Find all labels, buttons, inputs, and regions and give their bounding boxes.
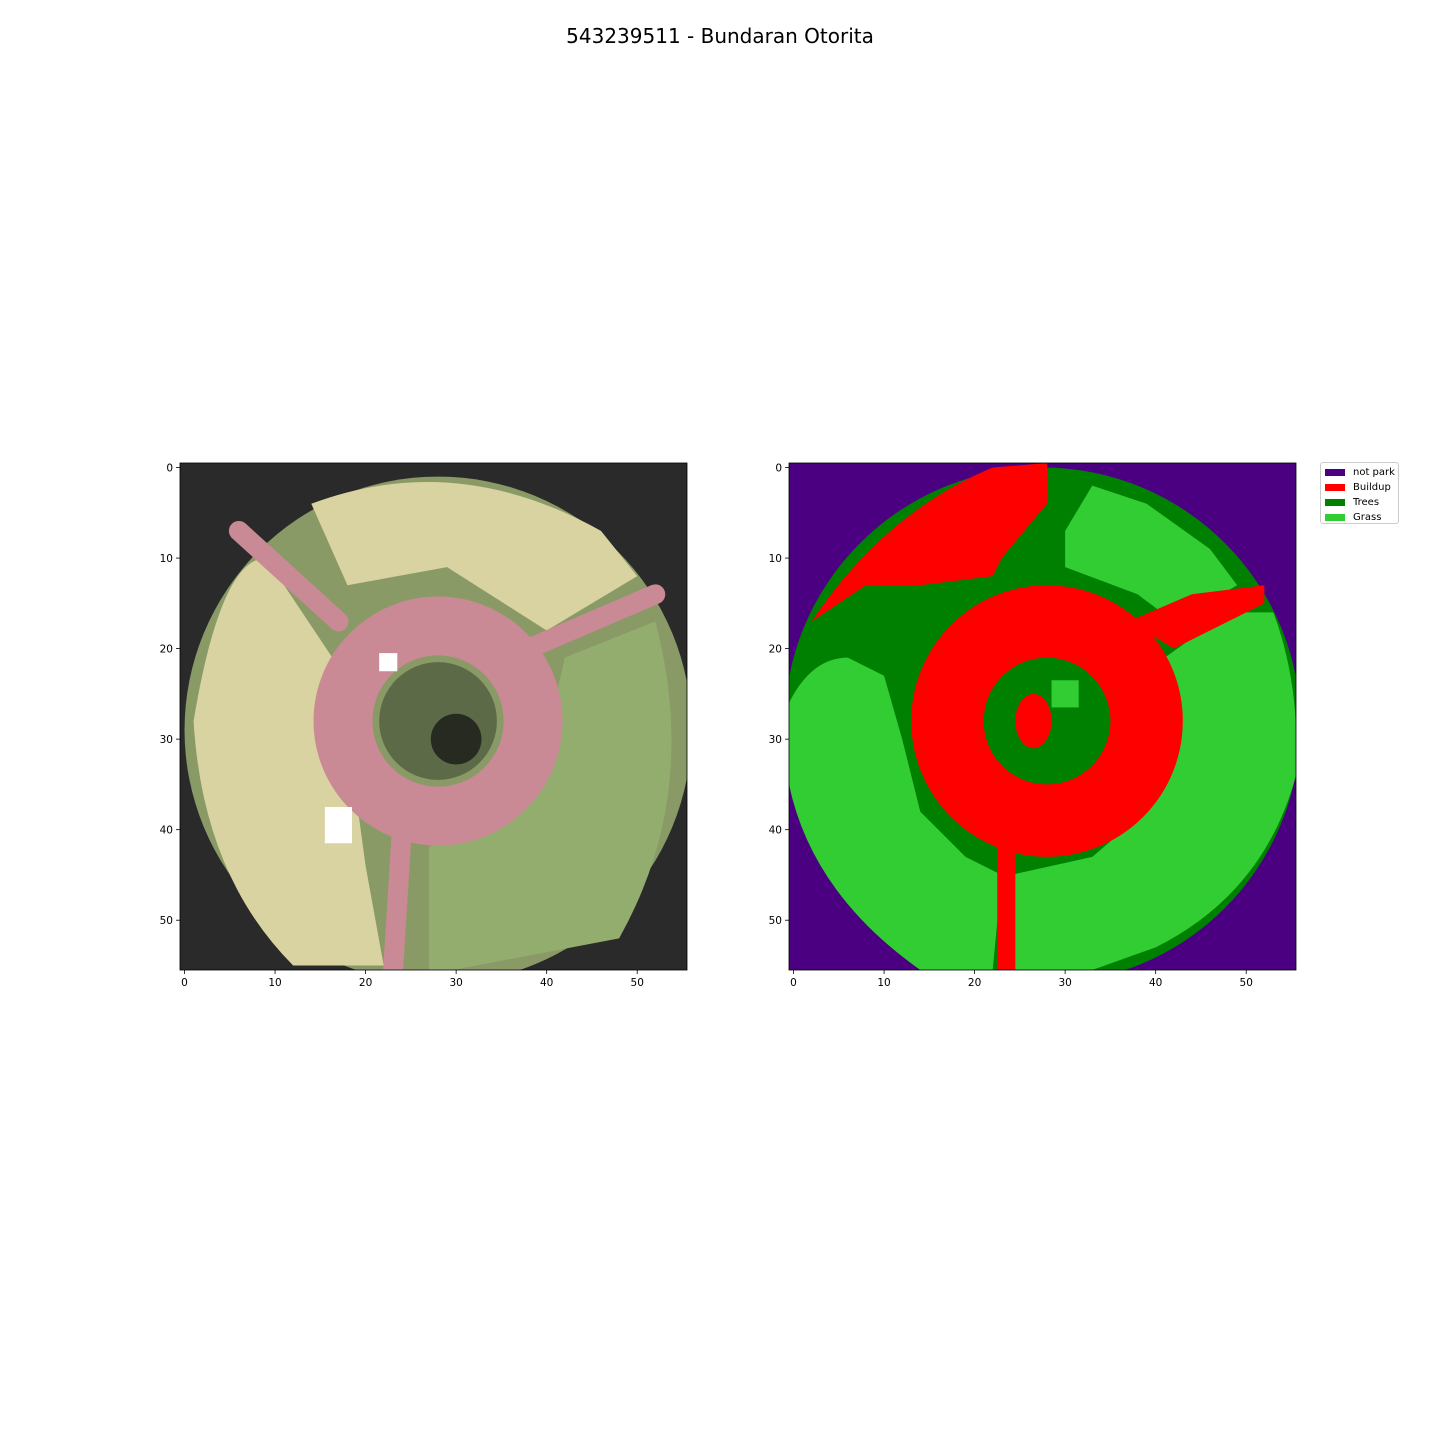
- legend-item-not-park: not park: [1325, 465, 1395, 480]
- class-grass-center: [1051, 680, 1079, 708]
- legend: not park Buildup Trees Grass: [1320, 462, 1399, 524]
- y-tick-label: 40: [769, 825, 782, 837]
- x-tick-label: 50: [1240, 977, 1253, 989]
- class-grass-top-right: [1065, 485, 1238, 622]
- y-tick-label: 30: [769, 734, 782, 746]
- legend-swatch: [1325, 499, 1345, 506]
- bright-patch: [324, 807, 353, 844]
- right-lawn: [428, 621, 672, 970]
- y-tick-label: 20: [160, 644, 173, 656]
- x-tick-label: 0: [790, 977, 797, 989]
- x-tick-label: 20: [968, 977, 981, 989]
- bright-patch: [379, 653, 398, 672]
- x-tick-label: 10: [268, 977, 281, 989]
- x-tick-label: 30: [449, 977, 462, 989]
- y-tick-label: 10: [160, 553, 173, 565]
- y-tick-label: 50: [769, 915, 782, 927]
- x-tick-label: 0: [181, 977, 188, 989]
- y-tick-label: 0: [775, 463, 782, 475]
- satellite-image: [180, 463, 687, 970]
- x-tick-label: 50: [631, 977, 644, 989]
- x-tick-label: 20: [359, 977, 372, 989]
- x-tick-label: 30: [1058, 977, 1071, 989]
- x-tick-label: 40: [1149, 977, 1162, 989]
- road-northwest: [228, 520, 349, 632]
- legend-item-trees: Trees: [1325, 495, 1379, 510]
- y-tick-label: 0: [166, 463, 173, 475]
- legend-label: not park: [1353, 467, 1395, 478]
- legend-label: Grass: [1353, 512, 1382, 523]
- classification-map: [789, 463, 1296, 970]
- class-grass-right: [1010, 612, 1296, 970]
- y-tick-label: 50: [160, 915, 173, 927]
- figure-title: 543239511 - Bundaran Otorita: [566, 24, 874, 48]
- legend-swatch: [1325, 469, 1345, 476]
- top-right-lawn: [311, 482, 638, 631]
- y-tick-label: 10: [769, 553, 782, 565]
- left-lawn: [193, 558, 384, 966]
- legend-label: Trees: [1353, 497, 1380, 508]
- class-buildup-east-road: [1128, 585, 1265, 649]
- y-tick-label: 20: [769, 644, 782, 656]
- class-buildup-south-road: [997, 847, 1016, 970]
- central-dark-spot: [430, 713, 482, 765]
- legend-label: Buildup: [1353, 482, 1391, 493]
- axes-frame: [179, 462, 688, 971]
- class-buildup-ring: [911, 585, 1183, 857]
- x-tick-label: 10: [877, 977, 890, 989]
- road-south: [383, 819, 412, 970]
- class-buildup-center: [1015, 693, 1052, 749]
- roundabout-ring: [313, 596, 563, 846]
- road-east: [518, 584, 666, 659]
- legend-item-buildup: Buildup: [1325, 480, 1391, 495]
- y-tick-label: 40: [160, 825, 173, 837]
- legend-item-grass: Grass: [1325, 510, 1381, 525]
- class-grass-left: [789, 657, 1002, 970]
- y-tick-label: 30: [160, 734, 173, 746]
- axes-frame: [788, 462, 1297, 971]
- legend-swatch: [1325, 514, 1345, 521]
- x-tick-label: 40: [540, 977, 553, 989]
- legend-swatch: [1325, 484, 1345, 491]
- class-buildup-north: [811, 463, 1048, 622]
